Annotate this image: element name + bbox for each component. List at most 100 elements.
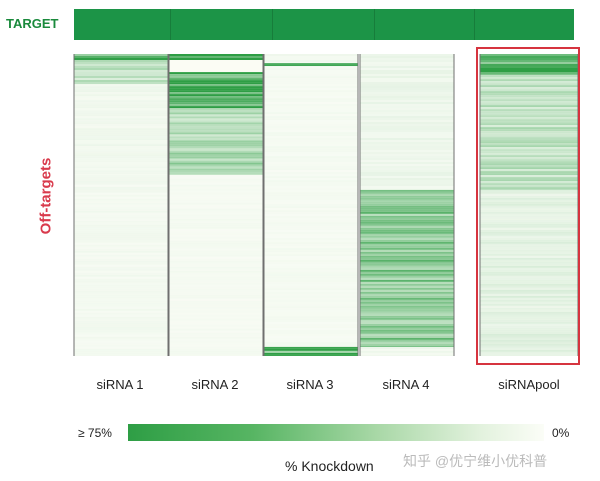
heatmap-cell xyxy=(480,269,578,272)
heatmap-cell xyxy=(360,180,454,182)
heatmap-cell xyxy=(264,58,358,60)
heatmap-cell xyxy=(74,336,168,339)
heatmap-cell xyxy=(74,338,168,341)
heatmap-cell xyxy=(360,160,454,162)
heatmap-cell xyxy=(264,184,358,187)
heatmap-cell xyxy=(169,102,263,105)
heatmap-cell xyxy=(480,253,578,256)
heatmap-cell xyxy=(74,72,168,74)
heatmap-cell xyxy=(74,254,168,257)
heatmap-cell xyxy=(264,314,358,317)
heatmap-cell xyxy=(169,208,263,211)
heatmap-cell xyxy=(360,259,454,262)
heatmap-cell xyxy=(169,318,263,321)
heatmap-cell xyxy=(169,256,263,259)
heatmap-cell xyxy=(264,212,358,215)
heatmap-cell xyxy=(74,154,168,157)
heatmap-cell xyxy=(74,258,168,261)
heatmap-cell xyxy=(264,218,358,221)
heatmap-cell xyxy=(169,180,263,183)
heatmap-cell xyxy=(169,240,263,243)
heatmap-cell xyxy=(169,308,263,311)
heatmap-cell xyxy=(169,254,263,257)
heatmap-cell xyxy=(264,254,358,257)
heatmap-cell xyxy=(74,158,168,161)
heatmap-cell xyxy=(169,88,263,91)
heatmap-cell xyxy=(360,291,454,294)
heatmap-cell xyxy=(169,206,263,209)
heatmap-cell xyxy=(169,344,263,347)
heatmap-cell xyxy=(264,156,358,159)
heatmap-cell xyxy=(360,76,454,78)
heatmap-cell xyxy=(360,343,454,346)
heatmap-cell xyxy=(480,307,578,310)
heatmap-cell xyxy=(74,320,168,323)
heatmap-cell xyxy=(264,144,358,147)
heatmap-cell xyxy=(169,58,263,60)
heatmap-cell xyxy=(264,308,358,311)
heatmap-cell xyxy=(169,264,263,267)
heatmap-cell xyxy=(480,207,578,210)
heatmap-cell xyxy=(360,263,454,266)
heatmap-cell xyxy=(74,234,168,237)
heatmap-cell xyxy=(480,313,578,316)
heatmap-cell xyxy=(264,208,358,211)
heatmap-cell xyxy=(74,102,168,105)
heatmap-cell xyxy=(480,105,578,108)
heatmap-cell xyxy=(169,96,263,99)
heatmap-cell xyxy=(480,117,578,120)
heatmap-cell xyxy=(264,316,358,319)
heatmap-cell xyxy=(74,236,168,239)
heatmap-cell xyxy=(480,153,578,156)
heatmap-cell xyxy=(480,115,578,118)
heatmap-cell xyxy=(74,170,168,173)
heatmap-cell xyxy=(74,74,168,76)
heatmap-cell xyxy=(480,255,578,258)
heatmap-cell xyxy=(360,221,454,224)
heatmap-cell xyxy=(264,158,358,161)
heatmap-cell xyxy=(264,224,358,227)
heatmap-cell xyxy=(480,72,578,74)
heatmap-cell xyxy=(360,213,454,216)
heatmap-cell xyxy=(74,260,168,263)
heatmap-cell xyxy=(74,304,168,307)
heatmap-cell xyxy=(169,200,263,203)
heatmap-cell xyxy=(360,126,454,128)
heatmap-cell xyxy=(169,280,263,283)
heatmap-cell xyxy=(480,305,578,308)
heatmap-cell xyxy=(169,98,263,101)
heatmap-cell xyxy=(264,110,358,113)
heatmap-cell xyxy=(360,317,454,320)
heatmap-cell xyxy=(360,56,454,58)
heatmap-cell xyxy=(360,239,454,242)
heatmap-cell xyxy=(74,352,168,355)
heatmap-cell xyxy=(169,86,263,89)
heatmap-cell xyxy=(360,265,454,268)
heatmap-cell xyxy=(169,178,263,181)
heatmap-cell xyxy=(169,300,263,303)
heatmap-cell xyxy=(74,176,168,179)
heatmap-cell xyxy=(74,340,168,343)
heatmap-cell xyxy=(74,194,168,197)
heatmap-cell xyxy=(169,348,263,351)
heatmap-cell xyxy=(360,193,454,196)
heatmap-cell xyxy=(74,92,168,95)
heatmap-cell xyxy=(169,272,263,275)
heatmap-cell xyxy=(480,97,578,100)
heatmap-cell xyxy=(74,202,168,205)
heatmap-cell xyxy=(264,268,358,271)
heatmap-cell xyxy=(169,84,263,87)
heatmap-cell xyxy=(74,160,168,163)
heatmap-cell xyxy=(264,266,358,269)
heatmap-cell xyxy=(360,307,454,310)
heatmap-cell xyxy=(169,158,263,161)
heatmap-cell xyxy=(264,258,358,261)
heatmap-cell xyxy=(360,231,454,234)
heatmap-cell xyxy=(480,279,578,282)
heatmap-cell xyxy=(74,196,168,199)
heatmap-cell xyxy=(74,308,168,311)
heatmap-cell xyxy=(480,54,578,56)
heatmap-cell xyxy=(74,112,168,115)
heatmap-cell xyxy=(264,274,358,277)
heatmap-cell xyxy=(360,150,454,152)
